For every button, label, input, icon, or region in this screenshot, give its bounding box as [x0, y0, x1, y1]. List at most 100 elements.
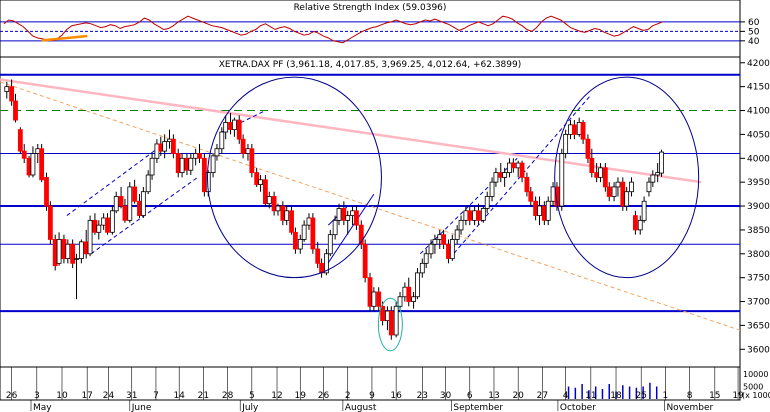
candle-body-down	[467, 210, 473, 221]
candle	[659, 149, 664, 177]
candle	[167, 129, 172, 149]
candle	[332, 215, 338, 240]
candle-body-up	[432, 239, 438, 245]
x-tick-label: 15	[709, 391, 720, 401]
candle-body-down	[620, 181, 626, 207]
x-tick-label: 19	[732, 391, 744, 401]
highlight-ellipses	[206, 76, 700, 352]
candle	[620, 177, 626, 211]
candle	[441, 229, 447, 250]
candlesticks	[4, 79, 664, 340]
price-tick-label: 4150	[747, 83, 770, 93]
rsi-trend-annotation	[41, 34, 88, 42]
candle-body-down	[118, 196, 124, 207]
candle-body-up	[336, 208, 342, 221]
candle	[545, 196, 551, 226]
candle	[188, 153, 194, 175]
candle	[615, 177, 621, 197]
candle-body-down	[541, 205, 547, 221]
candle-body-down	[197, 153, 202, 159]
rsi-reference-lines	[0, 21, 740, 42]
candle	[559, 148, 565, 211]
candle-body-up	[145, 174, 151, 193]
price-tick-label: 3600	[747, 345, 770, 355]
candle	[197, 143, 202, 164]
candle-body-down	[249, 148, 255, 174]
price-tick-label: 4050	[747, 130, 770, 140]
candle-body-up	[423, 253, 429, 264]
trend-line	[449, 95, 591, 259]
x-tick-label: 30	[440, 391, 452, 401]
candle-body-up	[324, 253, 329, 274]
candle-body-down	[228, 122, 233, 131]
candle-body-down	[362, 243, 368, 279]
x-tick-label: 24	[103, 391, 115, 401]
candle	[350, 206, 355, 226]
candle-body-up	[393, 305, 399, 336]
candle-body-up	[545, 200, 551, 221]
candle-body-down	[158, 143, 164, 152]
price-tick-label: 3650	[747, 321, 770, 331]
candle	[533, 196, 539, 221]
candle-body-down	[594, 172, 600, 178]
candle	[476, 203, 481, 226]
candle-body-down	[21, 150, 27, 159]
candle	[406, 277, 412, 307]
candle-body-down	[47, 205, 53, 240]
candle-body-up	[484, 196, 490, 209]
candle	[480, 206, 486, 223]
candle	[637, 215, 643, 235]
candle-body-up	[493, 172, 499, 183]
candle	[61, 234, 67, 264]
candle-body-down	[17, 129, 23, 152]
candle-body-down	[52, 239, 58, 267]
candle	[493, 167, 499, 187]
candle-body-up	[223, 122, 229, 133]
x-tick-label: 26	[6, 391, 18, 401]
candle	[179, 153, 185, 178]
x-tick-label: 1	[663, 391, 669, 401]
x-tick-label: 3	[34, 391, 40, 401]
month-label: September	[453, 403, 503, 412]
month-label: July	[241, 403, 259, 412]
candle	[446, 239, 451, 264]
candle	[563, 129, 569, 159]
candle	[83, 229, 89, 259]
candle-body-down	[26, 157, 32, 176]
candle-body-up	[162, 141, 168, 152]
candle-body-down	[105, 217, 110, 233]
candle-body-down	[446, 243, 451, 259]
rsi-series-line	[3, 15, 663, 44]
candle	[458, 215, 464, 235]
candle	[105, 213, 110, 235]
candle	[606, 182, 612, 202]
candle-body-down	[310, 217, 316, 250]
candle	[140, 186, 146, 218]
candle	[415, 268, 420, 300]
candle	[306, 213, 312, 230]
candle-body-up	[284, 210, 290, 221]
highlight-ellipse	[206, 76, 382, 279]
candle	[228, 112, 233, 135]
candle-body-up	[78, 241, 84, 259]
x-tick-label: 16	[390, 391, 402, 401]
candle	[266, 191, 272, 209]
candle-body-up	[214, 148, 220, 157]
candle-body-up	[65, 243, 71, 259]
candle-body-down	[184, 157, 190, 171]
candle	[336, 203, 342, 226]
x-tick-label: 21	[198, 391, 209, 401]
candle	[47, 201, 53, 245]
candle	[423, 249, 429, 269]
candle-body-down	[175, 153, 181, 174]
candle-body-up	[371, 291, 377, 307]
candle-body-up	[629, 181, 634, 193]
candle-body-up	[559, 153, 565, 207]
x-tick-label: 11	[585, 391, 596, 401]
candle	[219, 127, 225, 154]
candle	[289, 206, 294, 235]
candle	[611, 182, 617, 202]
candle-body-up	[397, 296, 403, 307]
candle-body-down	[201, 157, 207, 193]
